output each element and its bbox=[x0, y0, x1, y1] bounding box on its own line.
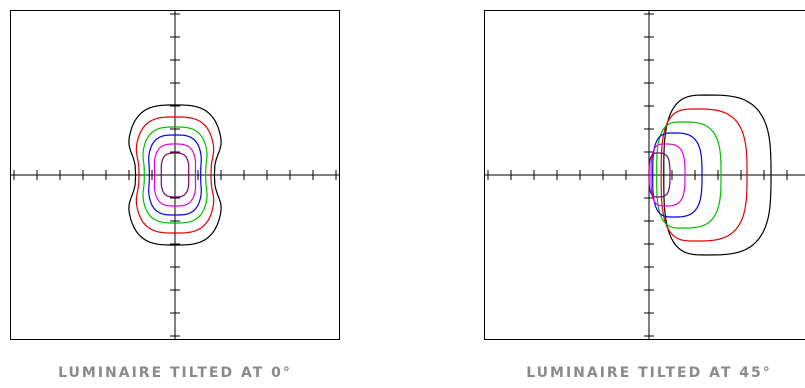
isolux-contour bbox=[160, 152, 190, 198]
isolux-contour bbox=[660, 108, 748, 242]
isolux-plot-tilt-0 bbox=[10, 10, 340, 340]
isolux-plot-svg bbox=[484, 10, 805, 340]
isolux-plot-tilt-45 bbox=[484, 10, 805, 340]
isolux-contour bbox=[663, 94, 772, 256]
isolux-plot-svg bbox=[10, 10, 340, 340]
plot-caption-tilt-0: LUMINAIRE TILTED AT 0° bbox=[58, 365, 292, 381]
isolux-contour bbox=[153, 143, 197, 207]
plot-caption-tilt-45: LUMINAIRE TILTED AT 45° bbox=[526, 365, 772, 381]
isolux-contour bbox=[148, 134, 202, 216]
isolux-contour bbox=[135, 116, 215, 234]
isolux-contour bbox=[648, 152, 671, 198]
isolux-contour bbox=[128, 104, 222, 246]
isolux-contour bbox=[656, 121, 722, 229]
isolux-contour bbox=[142, 126, 208, 224]
isolux-contour bbox=[650, 143, 686, 207]
isolux-contour bbox=[652, 132, 703, 218]
